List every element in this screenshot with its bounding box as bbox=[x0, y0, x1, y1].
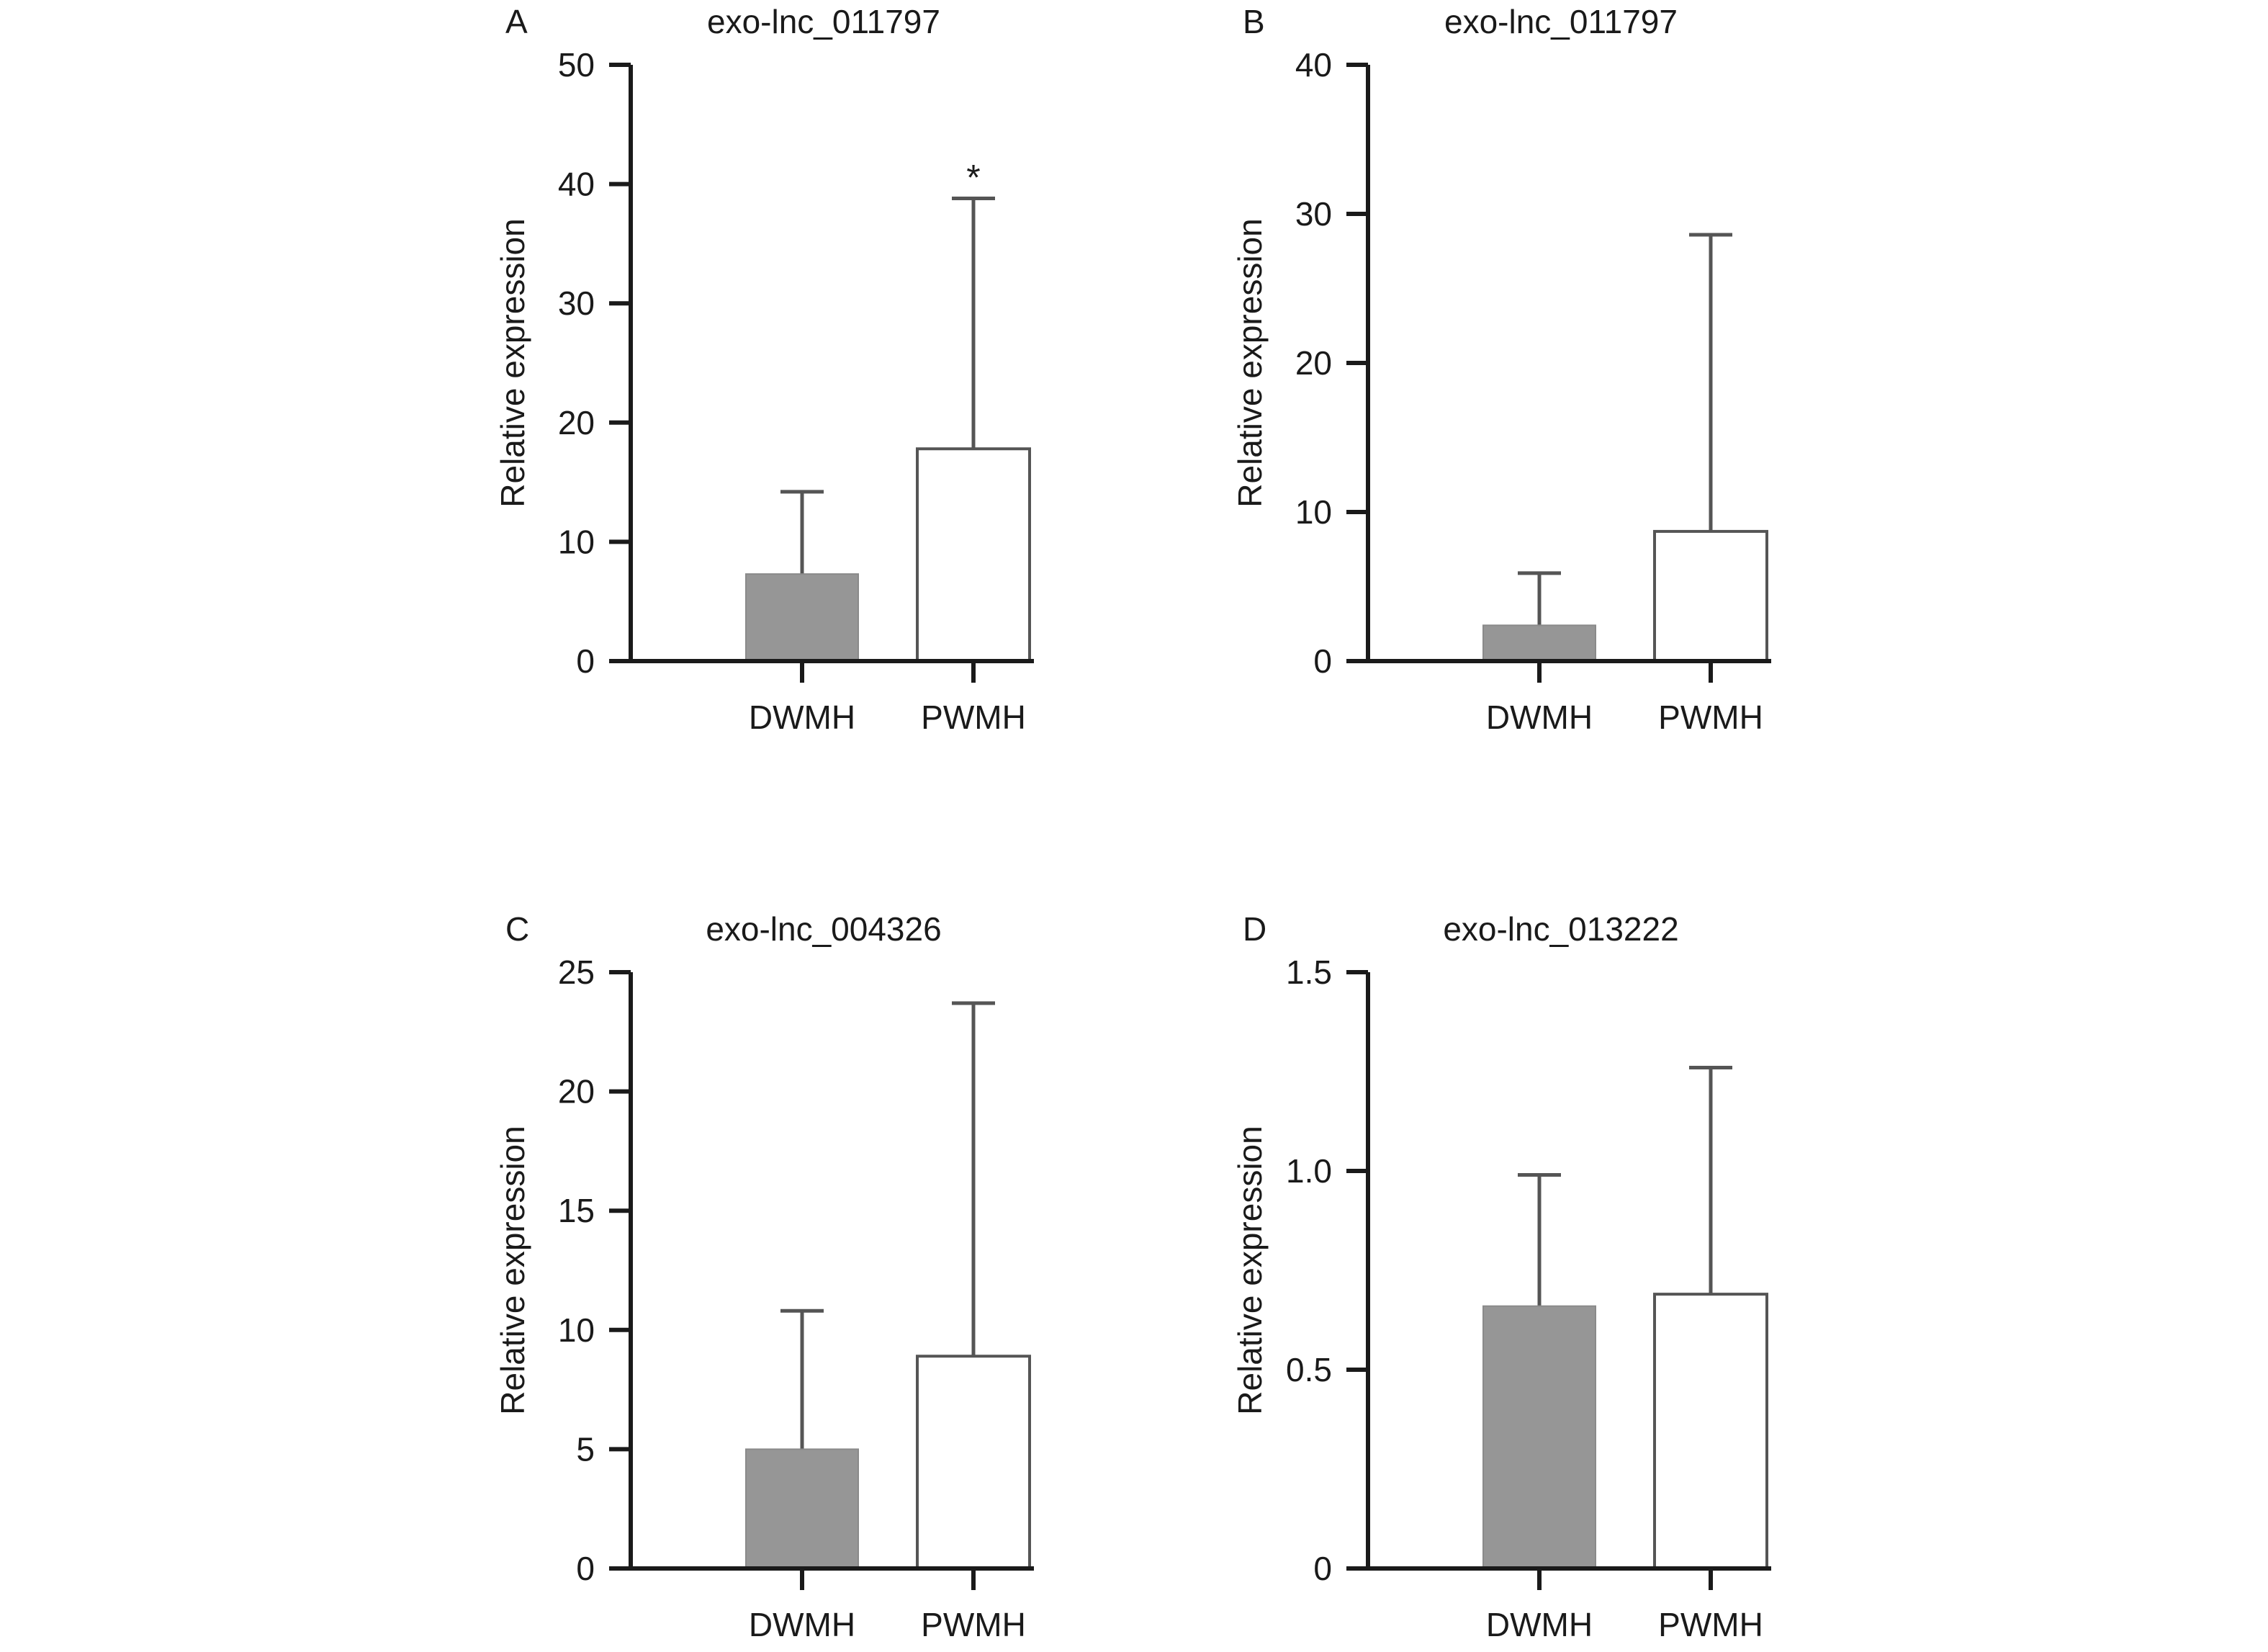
y-axis-label: Relative expression bbox=[494, 218, 531, 507]
x-tick-label: PWMH bbox=[921, 699, 1026, 736]
y-axis-label: Relative expression bbox=[1231, 218, 1269, 507]
bar-dwmh bbox=[1482, 624, 1596, 663]
bar-dwmh bbox=[745, 573, 859, 662]
x-tick-label: DWMH bbox=[749, 699, 855, 736]
x-tick-label: DWMH bbox=[749, 1606, 855, 1643]
x-tick-label: DWMH bbox=[1486, 1606, 1593, 1643]
y-tick-label: 10 bbox=[558, 523, 595, 560]
y-tick-label: 0 bbox=[1313, 642, 1332, 680]
y-axis-label: Relative expression bbox=[1231, 1126, 1269, 1414]
y-tick-label: 0 bbox=[1313, 1550, 1332, 1587]
y-tick-label: 10 bbox=[1295, 493, 1332, 531]
x-tick-label: PWMH bbox=[1658, 1606, 1763, 1643]
bar-pwmh bbox=[916, 447, 1031, 663]
y-tick-label: 5 bbox=[576, 1430, 595, 1468]
x-tick-label: PWMH bbox=[1658, 699, 1763, 736]
y-tick-label: 20 bbox=[558, 404, 595, 441]
significance-marker: * bbox=[966, 157, 980, 197]
bar-dwmh bbox=[1482, 1305, 1596, 1570]
panel-letter: B bbox=[1243, 3, 1265, 40]
y-tick-label: 25 bbox=[558, 953, 595, 991]
y-tick-label: 20 bbox=[558, 1073, 595, 1110]
bar-pwmh bbox=[1653, 1293, 1768, 1570]
y-tick-label: 1.0 bbox=[1286, 1152, 1332, 1190]
y-tick-label: 20 bbox=[1295, 344, 1332, 382]
panel-letter: C bbox=[505, 910, 529, 948]
y-tick-label: 0 bbox=[576, 642, 595, 680]
y-tick-label: 40 bbox=[558, 166, 595, 203]
y-axis-label: Relative expression bbox=[494, 1126, 531, 1414]
y-tick-label: 30 bbox=[558, 284, 595, 322]
bar-dwmh bbox=[745, 1448, 859, 1570]
y-tick-label: 30 bbox=[1295, 195, 1332, 233]
x-tick-label: DWMH bbox=[1486, 699, 1593, 736]
chart-title: exo-lnc_004326 bbox=[706, 910, 941, 948]
bar-pwmh bbox=[1653, 529, 1768, 663]
panel-letter: A bbox=[505, 3, 528, 40]
chart-title: exo-lnc_011797 bbox=[1444, 3, 1678, 40]
bar-pwmh bbox=[916, 1355, 1031, 1571]
y-tick-label: 40 bbox=[1295, 46, 1332, 84]
y-tick-label: 1.5 bbox=[1286, 953, 1332, 991]
chart-title: exo-lnc_013222 bbox=[1443, 910, 1678, 948]
y-tick-label: 0.5 bbox=[1286, 1351, 1332, 1388]
panel-letter: D bbox=[1243, 910, 1266, 948]
x-tick-label: PWMH bbox=[921, 1606, 1026, 1643]
y-tick-label: 0 bbox=[576, 1550, 595, 1587]
y-tick-label: 50 bbox=[558, 46, 595, 84]
chart-title: exo-lnc_011797 bbox=[707, 3, 940, 40]
y-tick-label: 10 bbox=[558, 1311, 595, 1349]
y-tick-label: 15 bbox=[558, 1192, 595, 1229]
